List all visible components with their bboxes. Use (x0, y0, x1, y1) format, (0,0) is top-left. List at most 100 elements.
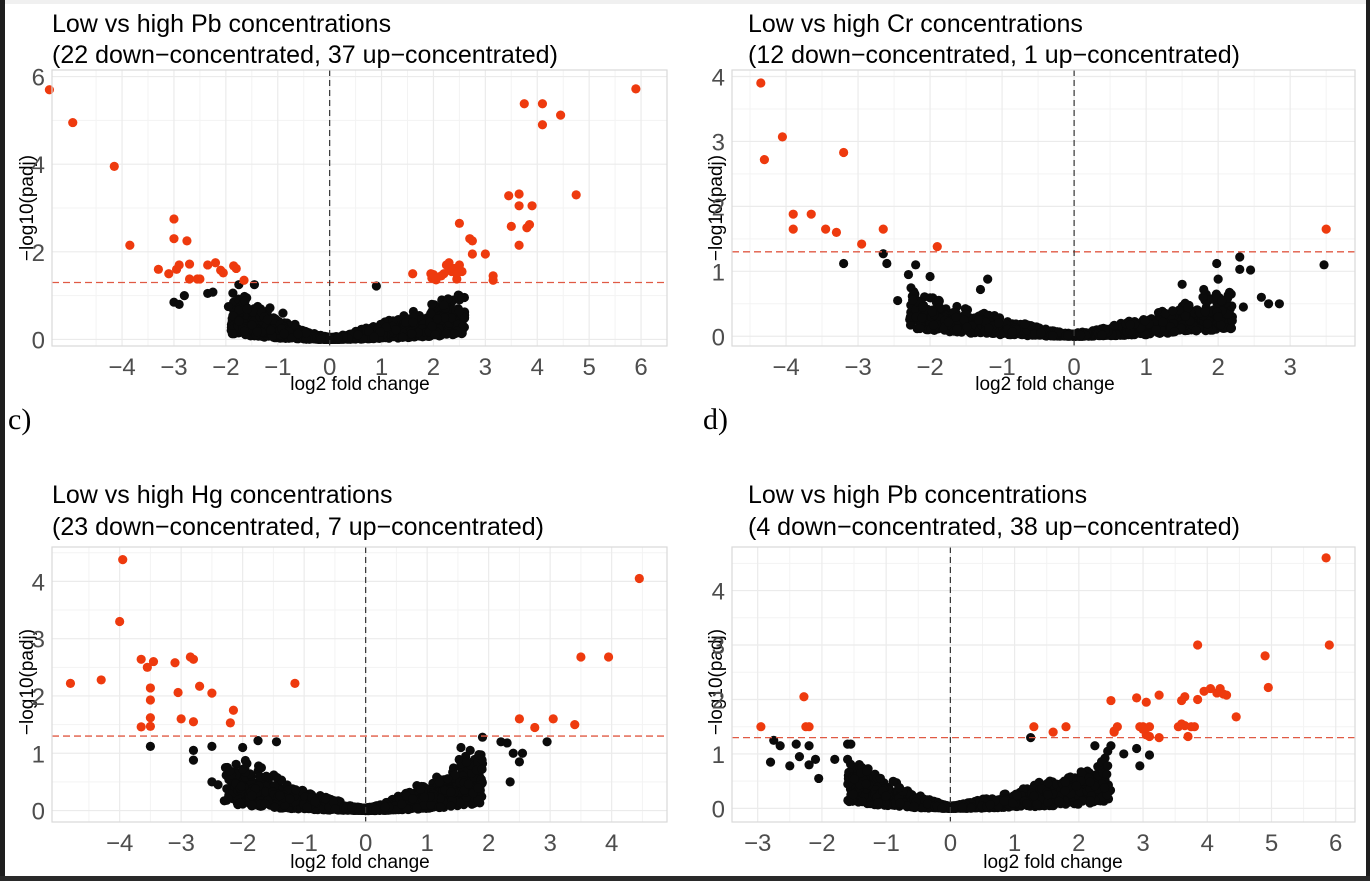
nonsig-point (253, 736, 263, 746)
nonsig-point (502, 738, 512, 748)
nonsig-point (542, 737, 552, 747)
nonsig-point (333, 332, 343, 343)
nonsig-point (959, 315, 969, 325)
nonsig-point (271, 772, 281, 782)
nonsig-point (1256, 292, 1266, 302)
nonsig-point (330, 804, 340, 814)
significant-point (436, 271, 446, 281)
nonsig-point (934, 295, 944, 305)
panel-c-y-axis-label: −log10(padj) (17, 629, 38, 735)
nonsig-point (347, 802, 357, 812)
nonsig-point (240, 755, 250, 766)
nonsig-point (398, 332, 408, 342)
y-tick-label: 6 (32, 65, 45, 92)
significant-point (806, 209, 816, 219)
panel-c-x-axis-label: log2 fold change (290, 852, 429, 873)
nonsig-point (301, 328, 311, 338)
significant-point (428, 269, 439, 280)
nonsig-point (1263, 299, 1274, 309)
nonsig-point (1217, 295, 1227, 306)
y-tick-label: 2 (32, 240, 45, 267)
nonsig-point (1048, 331, 1058, 341)
nonsig-point (408, 794, 418, 804)
nonsig-point (1183, 303, 1193, 313)
significant-point (207, 688, 217, 698)
nonsig-point (1212, 258, 1222, 269)
nonsig-point (265, 303, 275, 313)
nonsig-point (1109, 320, 1119, 330)
nonsig-point (973, 315, 984, 325)
significant-point (118, 555, 128, 565)
panel-b-title-line1: Low vs high Cr concentrations (748, 10, 1083, 38)
nonsig-point (434, 777, 445, 787)
x-tick-label: 3 (543, 830, 556, 857)
significant-point (231, 263, 241, 274)
nonsig-point (473, 783, 483, 793)
points-layer (765, 732, 1155, 814)
nonsig-point (1213, 274, 1223, 284)
significant-point (932, 242, 942, 252)
nonsig-point (463, 779, 474, 789)
nonsig-point (1238, 302, 1248, 312)
nonsig-point (235, 798, 245, 808)
significant-points-layer (44, 84, 641, 285)
nonsig-point (426, 309, 436, 319)
significant-points-layer (756, 78, 1331, 252)
x-tick-label: 2 (1211, 354, 1224, 381)
nonsig-point (1170, 327, 1180, 337)
y-tick-label: 1 (712, 742, 725, 769)
nonsig-point (1036, 328, 1046, 338)
points-layer (839, 249, 1329, 341)
significant-point (170, 658, 180, 668)
significant-point (188, 654, 199, 664)
nonsig-point (1177, 279, 1187, 289)
nonsig-point (943, 317, 954, 327)
nonsig-point (1007, 327, 1017, 337)
significant-point (527, 201, 537, 211)
significant-point (514, 189, 524, 199)
nonsig-point (1213, 312, 1223, 322)
x-tick-label: −1 (290, 830, 317, 857)
nonsig-point (188, 745, 199, 755)
x-tick-label: 1 (420, 830, 433, 857)
plot-border (731, 69, 1356, 347)
significant-point (831, 227, 842, 237)
significant-point (145, 695, 155, 705)
nonsig-point (1216, 320, 1226, 330)
significant-point (576, 652, 586, 662)
nonsig-point (905, 320, 916, 330)
significant-point (184, 259, 195, 269)
significant-point (1321, 224, 1331, 234)
nonsig-point (1063, 330, 1073, 340)
nonsig-point (238, 764, 248, 774)
significant-point (182, 236, 192, 246)
nonsig-point (260, 799, 270, 809)
x-tick-label: −4 (772, 354, 799, 381)
significant-points-layer (65, 555, 644, 733)
plot-background (732, 547, 1355, 822)
nonsig-point (369, 332, 379, 342)
nonsig-point (517, 748, 528, 758)
nonsig-point (935, 303, 945, 313)
nonsig-point (275, 790, 285, 801)
nonsig-point (908, 295, 918, 305)
nonsig-point (443, 774, 453, 784)
nonsig-point (1191, 325, 1201, 336)
significant-point (188, 717, 199, 727)
significant-point (210, 258, 221, 268)
nonsig-point (1168, 306, 1178, 316)
panel-label-c: c) (8, 403, 32, 436)
nonsig-point (262, 314, 273, 325)
x-tick-label: −4 (108, 354, 135, 381)
nonsig-point (328, 797, 339, 807)
nonsig-point (477, 732, 488, 742)
x-tick-label: −1 (988, 354, 1015, 381)
panel-a-title-line1: Low vs high Pb concentrations (52, 10, 391, 38)
y-tick-label: 3 (32, 627, 45, 654)
y-tick-label: 2 (712, 194, 725, 221)
nonsig-point (179, 291, 189, 301)
nonsig-point (271, 737, 282, 747)
plot-background (732, 70, 1355, 346)
plot-background (52, 547, 667, 822)
significant-point (136, 722, 146, 732)
